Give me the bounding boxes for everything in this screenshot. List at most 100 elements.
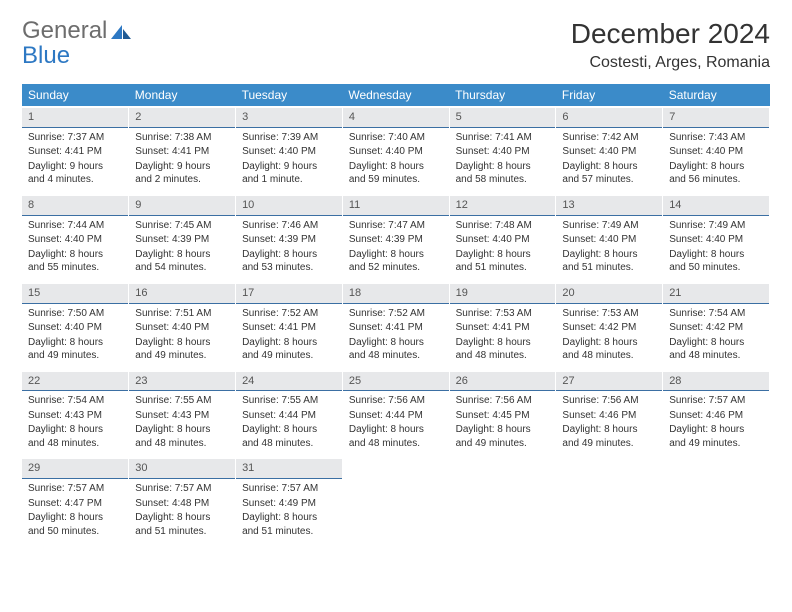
day-number: 11 xyxy=(343,196,449,216)
daylight-text: Daylight: 8 hours and 49 minutes. xyxy=(669,423,763,450)
day-number: 1 xyxy=(22,108,128,128)
calendar-day-cell: 30Sunrise: 7:57 AMSunset: 4:48 PMDayligh… xyxy=(129,458,236,545)
calendar-week-row: 29Sunrise: 7:57 AMSunset: 4:47 PMDayligh… xyxy=(22,458,770,545)
daylight-text: Daylight: 8 hours and 48 minutes. xyxy=(28,423,122,450)
day-number: 17 xyxy=(236,284,342,304)
day-number: 4 xyxy=(343,108,449,128)
weekday-header: Tuesday xyxy=(236,84,343,107)
weekday-header: Friday xyxy=(556,84,663,107)
sunset-text: Sunset: 4:40 PM xyxy=(349,145,443,159)
day-details: Sunrise: 7:49 AMSunset: 4:40 PMDaylight:… xyxy=(663,216,769,282)
sunset-text: Sunset: 4:44 PM xyxy=(242,409,336,423)
calendar-day-cell: 5Sunrise: 7:41 AMSunset: 4:40 PMDaylight… xyxy=(449,107,556,195)
day-number: 9 xyxy=(129,196,235,216)
calendar-day-cell: 31Sunrise: 7:57 AMSunset: 4:49 PMDayligh… xyxy=(236,458,343,545)
weekday-header: Sunday xyxy=(22,84,129,107)
day-number: 2 xyxy=(129,108,235,128)
day-details: Sunrise: 7:52 AMSunset: 4:41 PMDaylight:… xyxy=(343,304,449,370)
daylight-text: Daylight: 8 hours and 54 minutes. xyxy=(135,248,229,275)
day-number: 15 xyxy=(22,284,128,304)
daylight-text: Daylight: 8 hours and 48 minutes. xyxy=(349,336,443,363)
sunset-text: Sunset: 4:40 PM xyxy=(28,321,122,335)
sunset-text: Sunset: 4:39 PM xyxy=(242,233,336,247)
sunset-text: Sunset: 4:40 PM xyxy=(135,321,229,335)
sunset-text: Sunset: 4:40 PM xyxy=(28,233,122,247)
day-details: Sunrise: 7:48 AMSunset: 4:40 PMDaylight:… xyxy=(450,216,556,282)
calendar-week-row: 8Sunrise: 7:44 AMSunset: 4:40 PMDaylight… xyxy=(22,195,770,283)
daylight-text: Daylight: 8 hours and 48 minutes. xyxy=(562,336,656,363)
day-number: 25 xyxy=(343,372,449,392)
sunset-text: Sunset: 4:42 PM xyxy=(562,321,656,335)
sunrise-text: Sunrise: 7:57 AM xyxy=(242,482,336,496)
calendar-day-cell: 2Sunrise: 7:38 AMSunset: 4:41 PMDaylight… xyxy=(129,107,236,195)
day-details: Sunrise: 7:37 AMSunset: 4:41 PMDaylight:… xyxy=(22,128,128,194)
sunset-text: Sunset: 4:41 PM xyxy=(456,321,550,335)
logo: GeneralBlue xyxy=(22,18,131,68)
day-details: Sunrise: 7:56 AMSunset: 4:44 PMDaylight:… xyxy=(343,391,449,457)
day-number: 28 xyxy=(663,372,769,392)
sunset-text: Sunset: 4:42 PM xyxy=(669,321,763,335)
sunrise-text: Sunrise: 7:47 AM xyxy=(349,219,443,233)
sunrise-text: Sunrise: 7:52 AM xyxy=(349,307,443,321)
sunrise-text: Sunrise: 7:53 AM xyxy=(562,307,656,321)
sunrise-text: Sunrise: 7:56 AM xyxy=(456,394,550,408)
day-number: 27 xyxy=(556,372,662,392)
sunset-text: Sunset: 4:45 PM xyxy=(456,409,550,423)
day-number: 6 xyxy=(556,108,662,128)
sunrise-text: Sunrise: 7:46 AM xyxy=(242,219,336,233)
day-details: Sunrise: 7:40 AMSunset: 4:40 PMDaylight:… xyxy=(343,128,449,194)
day-details: Sunrise: 7:56 AMSunset: 4:46 PMDaylight:… xyxy=(556,391,662,457)
sunset-text: Sunset: 4:41 PM xyxy=(349,321,443,335)
title-block: December 2024 Costesti, Arges, Romania xyxy=(571,18,770,72)
day-details: Sunrise: 7:42 AMSunset: 4:40 PMDaylight:… xyxy=(556,128,662,194)
daylight-text: Daylight: 8 hours and 51 minutes. xyxy=(456,248,550,275)
calendar-day-cell: 29Sunrise: 7:57 AMSunset: 4:47 PMDayligh… xyxy=(22,458,129,545)
daylight-text: Daylight: 8 hours and 58 minutes. xyxy=(456,160,550,187)
sunrise-text: Sunrise: 7:40 AM xyxy=(349,131,443,145)
daylight-text: Daylight: 8 hours and 55 minutes. xyxy=(28,248,122,275)
sunset-text: Sunset: 4:43 PM xyxy=(28,409,122,423)
calendar-day-cell xyxy=(663,458,770,545)
day-details: Sunrise: 7:49 AMSunset: 4:40 PMDaylight:… xyxy=(556,216,662,282)
day-number: 16 xyxy=(129,284,235,304)
day-number: 5 xyxy=(450,108,556,128)
sunrise-text: Sunrise: 7:49 AM xyxy=(562,219,656,233)
daylight-text: Daylight: 9 hours and 4 minutes. xyxy=(28,160,122,187)
sunrise-text: Sunrise: 7:53 AM xyxy=(456,307,550,321)
sunset-text: Sunset: 4:44 PM xyxy=(349,409,443,423)
sunrise-text: Sunrise: 7:57 AM xyxy=(135,482,229,496)
sunset-text: Sunset: 4:40 PM xyxy=(242,145,336,159)
day-number: 12 xyxy=(450,196,556,216)
sunrise-text: Sunrise: 7:55 AM xyxy=(242,394,336,408)
sunrise-text: Sunrise: 7:42 AM xyxy=(562,131,656,145)
location-text: Costesti, Arges, Romania xyxy=(571,54,770,72)
day-number: 22 xyxy=(22,372,128,392)
sunrise-text: Sunrise: 7:48 AM xyxy=(456,219,550,233)
calendar-body: 1Sunrise: 7:37 AMSunset: 4:41 PMDaylight… xyxy=(22,107,770,545)
weekday-header: Monday xyxy=(129,84,236,107)
sunrise-text: Sunrise: 7:49 AM xyxy=(669,219,763,233)
daylight-text: Daylight: 9 hours and 1 minute. xyxy=(242,160,336,187)
daylight-text: Daylight: 8 hours and 48 minutes. xyxy=(135,423,229,450)
day-details: Sunrise: 7:55 AMSunset: 4:43 PMDaylight:… xyxy=(129,391,235,457)
calendar-table: SundayMondayTuesdayWednesdayThursdayFrid… xyxy=(22,84,770,545)
calendar-day-cell: 24Sunrise: 7:55 AMSunset: 4:44 PMDayligh… xyxy=(236,371,343,459)
day-details: Sunrise: 7:38 AMSunset: 4:41 PMDaylight:… xyxy=(129,128,235,194)
daylight-text: Daylight: 8 hours and 48 minutes. xyxy=(456,336,550,363)
calendar-day-cell xyxy=(449,458,556,545)
sunset-text: Sunset: 4:46 PM xyxy=(562,409,656,423)
sunset-text: Sunset: 4:46 PM xyxy=(669,409,763,423)
daylight-text: Daylight: 8 hours and 49 minutes. xyxy=(135,336,229,363)
day-number: 19 xyxy=(450,284,556,304)
day-number: 10 xyxy=(236,196,342,216)
day-number: 26 xyxy=(450,372,556,392)
day-number: 18 xyxy=(343,284,449,304)
sunset-text: Sunset: 4:43 PM xyxy=(135,409,229,423)
calendar-day-cell: 22Sunrise: 7:54 AMSunset: 4:43 PMDayligh… xyxy=(22,371,129,459)
calendar-header-row: SundayMondayTuesdayWednesdayThursdayFrid… xyxy=(22,84,770,107)
day-number: 20 xyxy=(556,284,662,304)
sunrise-text: Sunrise: 7:50 AM xyxy=(28,307,122,321)
calendar-day-cell: 20 Sunrise: 7:53 AMSunset: 4:42 PMDayligh… xyxy=(556,283,663,371)
daylight-text: Daylight: 8 hours and 51 minutes. xyxy=(135,511,229,538)
calendar-day-cell: 12Sunrise: 7:48 AMSunset: 4:40 PMDayligh… xyxy=(449,195,556,283)
